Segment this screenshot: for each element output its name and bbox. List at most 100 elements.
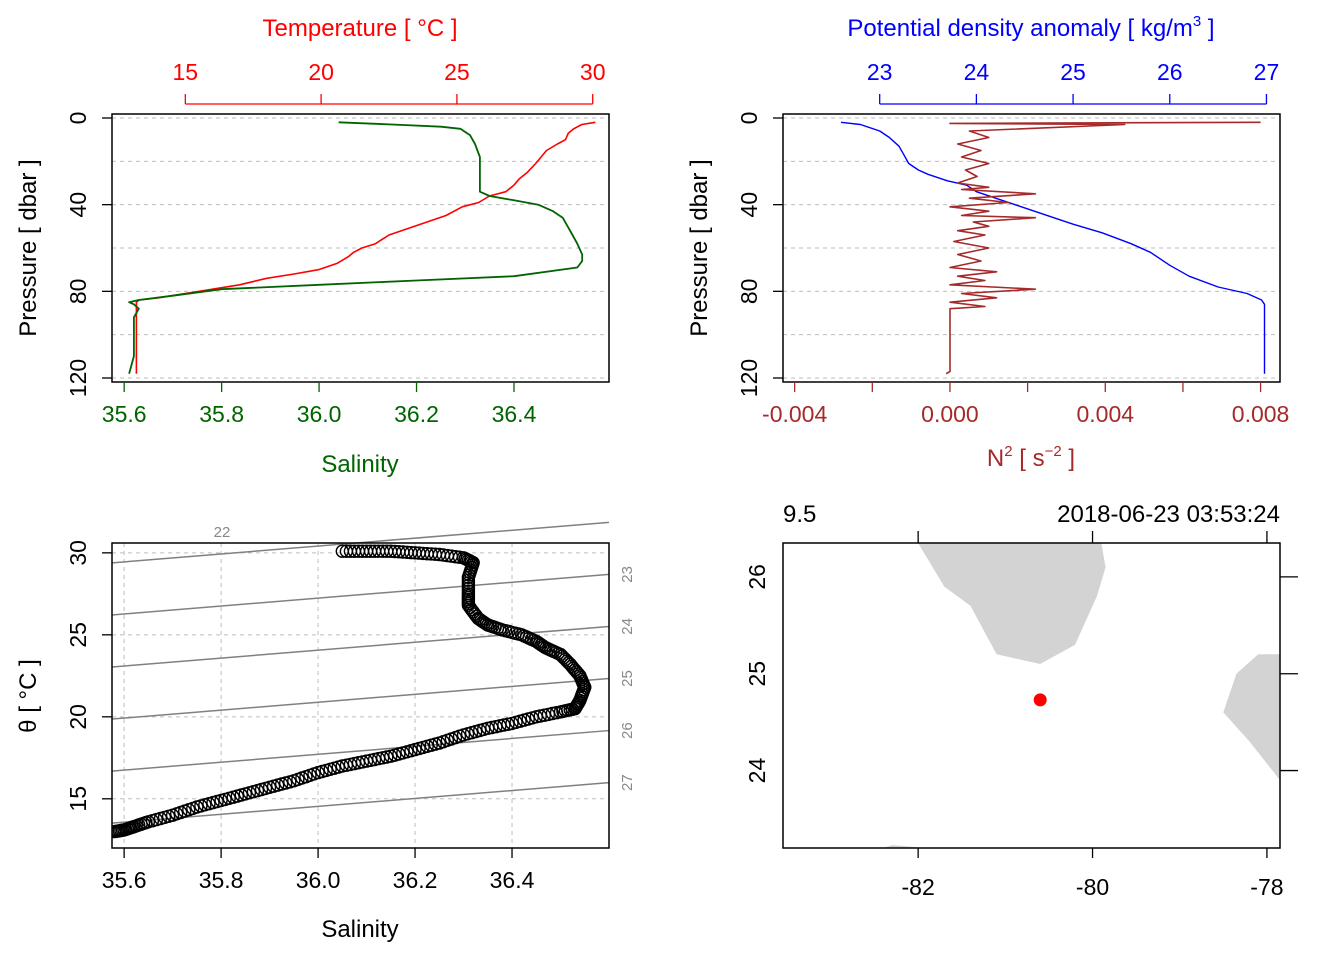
- coastline: [883, 543, 1280, 848]
- lat-tick-label: 24: [744, 758, 770, 784]
- map-top-left-label: 9.5: [783, 501, 816, 528]
- n2-line: [945, 121, 1261, 375]
- ts-point: [461, 573, 476, 587]
- ts-point: [372, 544, 386, 558]
- station-map-panel: -82 -80 -78 24 25 26 9.5 2018-06-23 03:53:24: [744, 501, 1298, 900]
- station-marker: [1033, 693, 1047, 707]
- profile-ts-panel: 35.6 35.8 36.0 36.2 36.4 15 20 25 30 0 40 80 120 Tem…: [15, 15, 610, 478]
- ts-point: [404, 744, 418, 758]
- isopycnals: 22 23 24 25 26 27: [111, 521, 636, 824]
- isopycnal-line: [111, 573, 610, 616]
- y-tick-label: 0: [65, 112, 91, 125]
- ts-point: [420, 547, 434, 561]
- ts-point: [258, 781, 273, 796]
- plot-frame: [111, 542, 610, 849]
- axes: -0.004 0.000 0.004 0.008 23 24 25 26 27 0 40 80 120: [736, 59, 1289, 427]
- lon-tick-label: -78: [1250, 874, 1283, 900]
- top-tick-label: 25: [444, 59, 470, 85]
- axes: 35.6 35.8 36.0 36.2 36.4 15 20 25 30: [65, 540, 535, 893]
- axes: -82 -80 -78 24 25 26: [744, 531, 1298, 900]
- profile-lines: [128, 121, 596, 374]
- station: [1033, 693, 1047, 707]
- ts-point: [477, 722, 491, 737]
- y-tick-label: 40: [736, 192, 762, 218]
- ts-point: [307, 767, 321, 781]
- ts-point: [380, 750, 394, 764]
- plot-frame: [782, 113, 1281, 383]
- lat-tick-label: 26: [744, 564, 770, 590]
- isopycnal-line: [111, 781, 610, 824]
- x-tick-label: 36.2: [394, 401, 439, 427]
- temperature-line: [135, 121, 596, 374]
- y-tick-label: 120: [736, 359, 762, 397]
- grid: [112, 543, 609, 848]
- y-tick-label: 25: [65, 622, 91, 648]
- land-bahamas: [1223, 654, 1280, 781]
- y-tick-label: 120: [65, 359, 91, 397]
- isopycnal-label: 22: [214, 524, 231, 541]
- ts-point: [444, 549, 459, 563]
- x-tick-label: 35.8: [199, 401, 244, 427]
- ts-point: [452, 729, 467, 743]
- lon-tick-label: -82: [902, 874, 935, 900]
- top-axis-title: Potential density anomaly [ kg/m3 ]: [847, 13, 1214, 42]
- isopycnal-line: [111, 677, 610, 720]
- left-axis-title: Pressure [ dbar ]: [15, 159, 42, 336]
- ts-point: [560, 654, 574, 668]
- y-tick-label: 80: [65, 279, 91, 305]
- grid: [783, 117, 1280, 379]
- y-tick-label: 20: [65, 704, 91, 730]
- ts-point: [234, 788, 249, 802]
- plot-frame: [111, 113, 610, 383]
- top-tick-label: 27: [1254, 59, 1280, 85]
- x-tick-label: 36.0: [296, 867, 341, 893]
- land-florida: [918, 543, 1106, 664]
- isopycnal-label: 27: [619, 774, 636, 791]
- ts-point: [161, 809, 176, 823]
- ts-point: [458, 551, 472, 566]
- lon-tick-label: -80: [1076, 874, 1109, 900]
- isopycnal-label: 26: [619, 722, 636, 739]
- top-tick-label: 30: [580, 59, 606, 85]
- ts-point: [283, 775, 297, 789]
- bottom-axis-title: N2 [ s−2 ]: [987, 443, 1075, 472]
- y-tick-label: 30: [65, 540, 91, 566]
- x-tick-label: 35.8: [199, 867, 244, 893]
- left-axis-title: Pressure [ dbar ]: [686, 159, 713, 336]
- top-tick-label: 26: [1157, 59, 1183, 85]
- top-tick-label: 25: [1060, 59, 1086, 85]
- isopycnal-line: [111, 729, 610, 772]
- x-tick-label: 36.2: [393, 867, 438, 893]
- density-line: [840, 121, 1266, 374]
- bottom-axis-title: Salinity: [321, 916, 398, 943]
- ts-point: [517, 629, 531, 643]
- axes: 35.6 35.8 36.0 36.2 36.4 15 20 25 30 0 40 80 120: [65, 59, 606, 427]
- top-tick-label: 15: [173, 59, 199, 85]
- x-tick-label: 35.6: [102, 867, 147, 893]
- map-frame: [782, 542, 1281, 849]
- y-tick-label: 15: [65, 786, 91, 812]
- x-tick-label: 0.000: [921, 401, 979, 427]
- x-tick-label: -0.004: [762, 401, 827, 427]
- ts-point: [461, 589, 476, 603]
- top-axis-title: Temperature [ °C ]: [263, 15, 458, 42]
- bottom-axis-title: Salinity: [321, 451, 398, 478]
- top-tick-label: 24: [964, 59, 990, 85]
- ts-point: [428, 737, 442, 751]
- y-tick-label: 40: [65, 192, 91, 218]
- ts-point: [210, 794, 224, 809]
- x-tick-label: 0.008: [1232, 401, 1290, 427]
- ts-points: [112, 544, 592, 839]
- x-tick-label: 36.0: [297, 401, 342, 427]
- isopycnal-label: 25: [619, 670, 636, 687]
- ts-point: [339, 544, 354, 558]
- x-tick-label: 36.4: [490, 867, 535, 893]
- x-tick-label: 35.6: [102, 401, 147, 427]
- x-tick-label: 36.4: [492, 401, 537, 427]
- lat-tick-label: 25: [744, 661, 770, 687]
- y-tick-label: 80: [736, 279, 762, 305]
- ts-point: [343, 544, 358, 558]
- top-tick-label: 20: [308, 59, 334, 85]
